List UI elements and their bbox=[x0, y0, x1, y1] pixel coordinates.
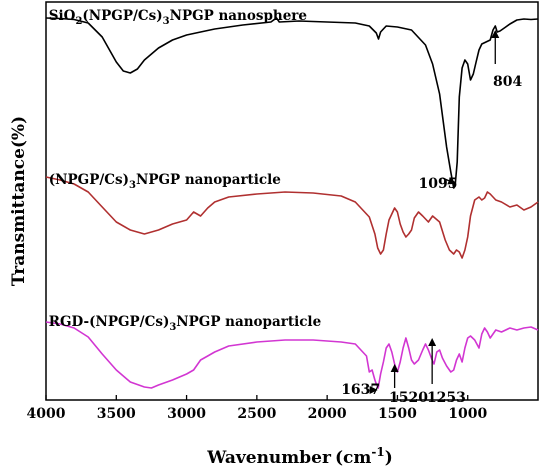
series-label-2: (NPGP/Cs)3NPGP nanoparticle bbox=[49, 172, 281, 191]
x-tick-label: 1500 bbox=[378, 406, 417, 422]
x-axis-title: Wavenumber (cm-1) bbox=[206, 445, 392, 468]
x-axis-unit-exponent: -1 bbox=[371, 445, 384, 459]
annotation-label: 1520 bbox=[389, 390, 428, 406]
series-labels: SiO2(NPGP/Cs)3NPGP nanosphere(NPGP/Cs)3N… bbox=[49, 8, 321, 333]
series-label-text: (NPGP/Cs) bbox=[49, 172, 129, 188]
x-axis-unit-close: ) bbox=[385, 448, 393, 468]
series-label-text: (NPGP/Cs) bbox=[82, 8, 162, 24]
series-line-2 bbox=[45, 176, 539, 259]
series-label-text: RGD-(NPGP/Cs) bbox=[49, 314, 170, 330]
annotation-label: 1637 bbox=[341, 382, 380, 398]
series-group bbox=[45, 17, 539, 389]
x-tick-label: 3000 bbox=[167, 406, 206, 422]
series-line-3 bbox=[45, 321, 539, 389]
series-label-text: NPGP nanoparticle bbox=[176, 314, 321, 330]
series-label-subscript: 2 bbox=[75, 16, 82, 27]
series-label-text: NPGP nanoparticle bbox=[136, 172, 281, 188]
x-tick-label: 3500 bbox=[97, 406, 136, 422]
plot-frame bbox=[45, 1, 539, 401]
x-tick-label: 2500 bbox=[237, 406, 276, 422]
annotation-label: 1253 bbox=[427, 390, 466, 406]
x-axis: 4000 3500 3000 2500 2000 1500 1000 bbox=[27, 395, 487, 422]
series-label-subscript: 3 bbox=[129, 180, 136, 191]
x-tick-label: 1000 bbox=[448, 406, 487, 422]
series-label-subscript: 3 bbox=[169, 322, 176, 333]
series-label-3: RGD-(NPGP/Cs)3NPGP nanoparticle bbox=[49, 314, 321, 333]
annotation-label: 1095 bbox=[419, 176, 458, 192]
x-axis-unit: (cm bbox=[335, 448, 371, 468]
series-label-1: SiO2(NPGP/Cs)3NPGP nanosphere bbox=[49, 8, 307, 27]
x-axis-title-main: Wavenumber bbox=[206, 448, 332, 468]
series-label-subscript: 3 bbox=[163, 16, 170, 27]
y-axis-title: Transmittance(%) bbox=[9, 116, 29, 286]
annotation-arrow bbox=[442, 176, 457, 185]
x-tick-label: 2000 bbox=[308, 406, 347, 422]
x-tick-label: 4000 bbox=[27, 406, 66, 422]
series-label-text: NPGP nanosphere bbox=[170, 8, 307, 24]
annotation-label: 804 bbox=[493, 74, 522, 90]
series-label-text: SiO bbox=[49, 8, 76, 24]
series-line-1 bbox=[45, 17, 539, 189]
